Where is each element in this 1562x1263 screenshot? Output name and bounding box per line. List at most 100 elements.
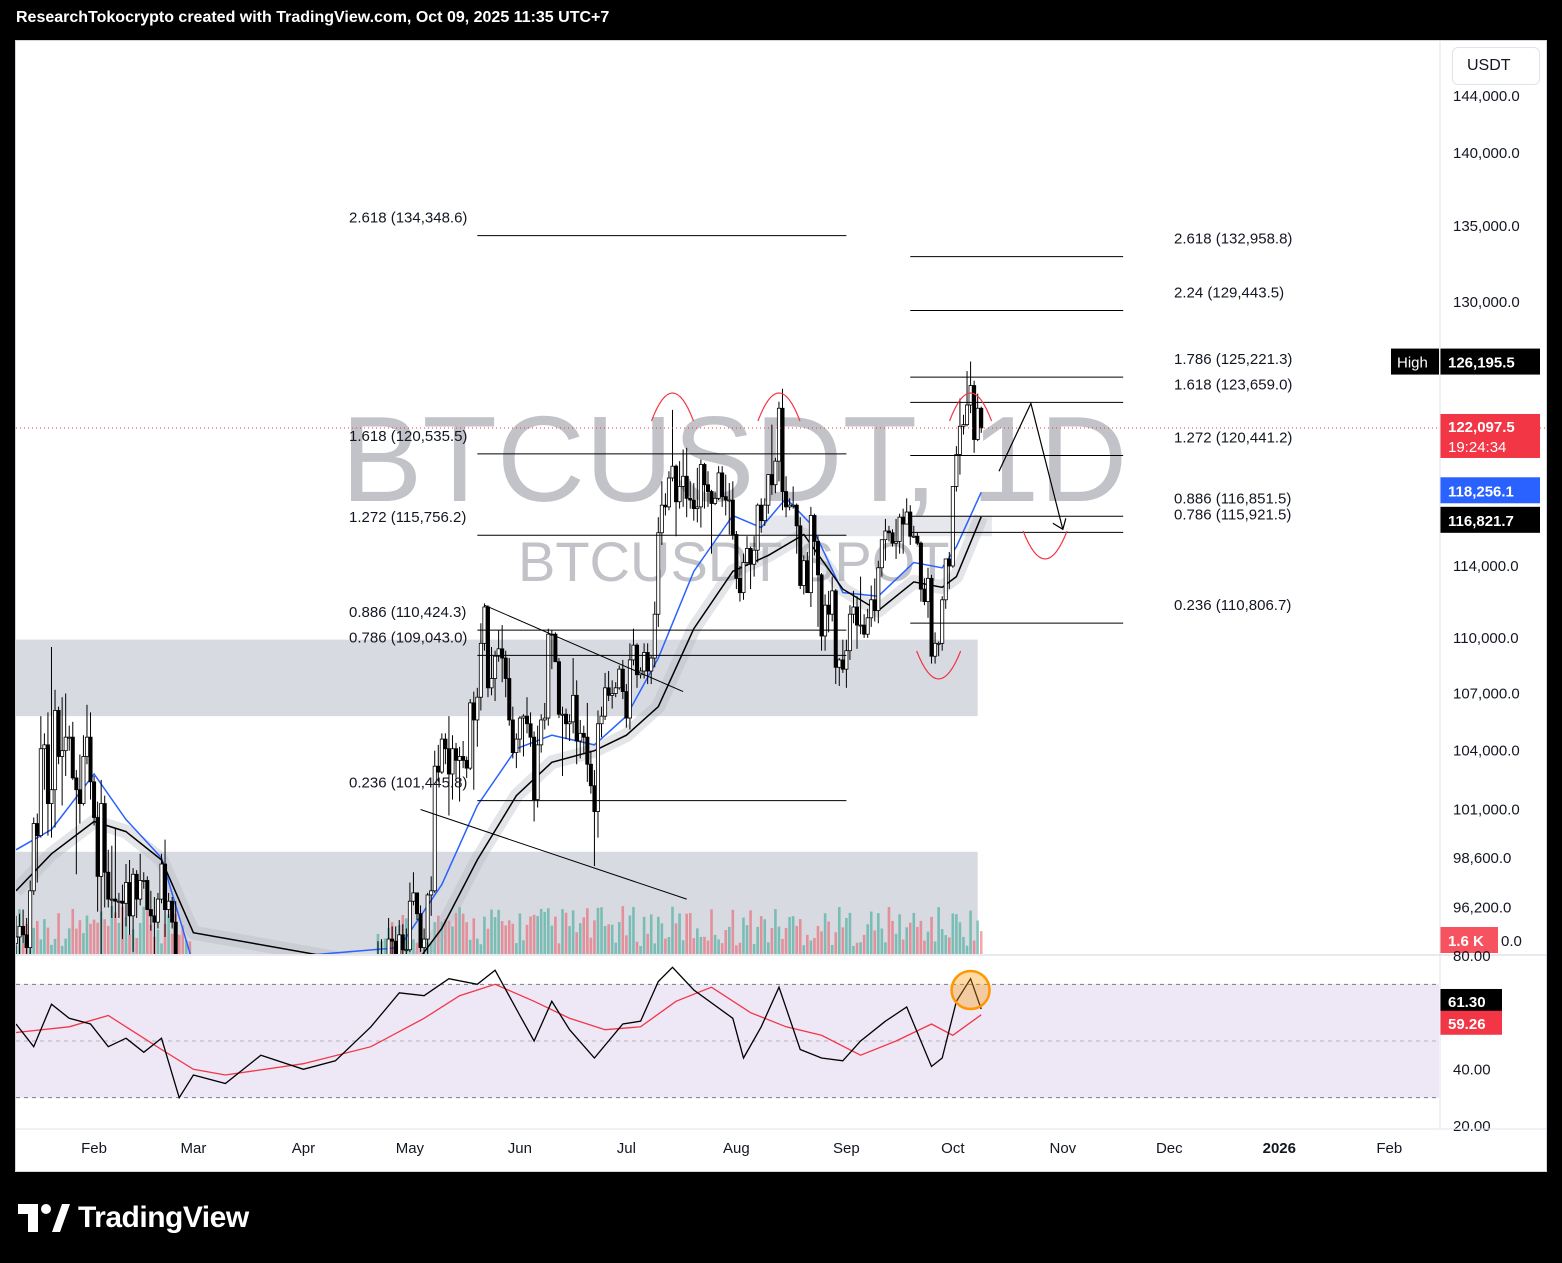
volume-bar bbox=[930, 916, 933, 954]
arc-top bbox=[650, 392, 695, 422]
volume-bar bbox=[742, 917, 745, 954]
candle-body bbox=[493, 655, 498, 679]
volume-bar bbox=[727, 926, 731, 954]
volume-bar bbox=[504, 925, 508, 954]
volume-bar bbox=[436, 915, 440, 954]
candle-body bbox=[102, 803, 107, 873]
volume-bar bbox=[614, 942, 618, 954]
volume-bar bbox=[848, 912, 852, 954]
candle-body bbox=[745, 548, 750, 563]
volume-bar bbox=[763, 919, 767, 954]
candle-body bbox=[894, 541, 899, 544]
volume-bar bbox=[653, 943, 657, 954]
candle-body bbox=[635, 644, 640, 676]
candle-body bbox=[592, 785, 597, 812]
volume-bar bbox=[678, 913, 681, 954]
candle-body bbox=[525, 715, 530, 725]
candle-body bbox=[791, 504, 796, 507]
candle-body bbox=[380, 960, 383, 966]
volume-bar bbox=[476, 938, 479, 954]
volume-bar bbox=[660, 923, 664, 954]
candle-body bbox=[833, 590, 838, 668]
volume-bar bbox=[145, 909, 149, 954]
candle-body bbox=[482, 606, 487, 644]
currency-button[interactable]: USDT bbox=[1452, 47, 1540, 85]
candle-body bbox=[713, 497, 718, 504]
candle-body bbox=[28, 890, 33, 948]
volume-bar bbox=[621, 906, 625, 954]
volume-bar bbox=[170, 933, 174, 954]
volume-bar bbox=[89, 923, 92, 954]
candle-body bbox=[152, 915, 157, 923]
candle-body bbox=[42, 744, 47, 750]
volume-bar bbox=[703, 936, 706, 954]
time-label: Jul bbox=[617, 1140, 636, 1157]
rsi-badge-value: 61.30 bbox=[1448, 994, 1486, 1011]
candle-body bbox=[826, 604, 831, 615]
candle-body bbox=[773, 460, 778, 486]
candle-body bbox=[674, 465, 679, 503]
fib-label: 2.618 (132,958.8) bbox=[1174, 231, 1292, 248]
volume-bar bbox=[962, 936, 965, 954]
volume-bar bbox=[43, 919, 46, 954]
candle-body bbox=[507, 678, 512, 721]
volume-bar bbox=[21, 943, 25, 954]
volume-bar bbox=[461, 913, 465, 954]
volume-bar bbox=[82, 933, 85, 954]
volume-bar bbox=[891, 920, 894, 954]
volume-bar bbox=[916, 926, 919, 954]
candle-body bbox=[876, 567, 881, 611]
candle-body bbox=[603, 687, 608, 717]
candle-body bbox=[929, 577, 934, 657]
candle-body bbox=[617, 668, 622, 689]
fib-label: 0.236 (110,806.7) bbox=[1174, 597, 1291, 614]
volume-bar bbox=[813, 938, 816, 954]
candle-body bbox=[652, 613, 657, 659]
candle-body bbox=[155, 898, 160, 923]
candle-body bbox=[957, 425, 962, 455]
volume-bar bbox=[770, 927, 774, 954]
volume-bar bbox=[912, 912, 916, 954]
candle-body bbox=[844, 650, 849, 670]
volume-bar bbox=[756, 926, 759, 954]
volume-bar bbox=[894, 933, 898, 954]
chart-panel[interactable]: BTCUSDT, 1D BTCUSDT SPOT 2.618 (134,348.6)… bbox=[15, 40, 1547, 1172]
tv-logo-icon bbox=[18, 1204, 70, 1232]
volume-bar bbox=[92, 919, 96, 954]
volume-bar bbox=[483, 916, 486, 954]
candle-body bbox=[606, 687, 611, 696]
trend-line bbox=[484, 604, 684, 693]
candle-body bbox=[393, 940, 398, 954]
volume-bar bbox=[57, 913, 60, 954]
volume-bar bbox=[78, 920, 82, 954]
volume-bar bbox=[908, 922, 912, 954]
volume-bar bbox=[103, 919, 107, 954]
candle-body bbox=[784, 491, 789, 508]
candle-body bbox=[454, 748, 459, 761]
volume-bar bbox=[440, 921, 444, 954]
volume-bar bbox=[720, 943, 724, 954]
candle-body bbox=[688, 497, 693, 501]
rsi-badge bbox=[1440, 988, 1502, 1013]
candle-body bbox=[837, 659, 842, 668]
volume-bar bbox=[830, 944, 834, 954]
candle-body bbox=[173, 921, 178, 954]
volume-bar bbox=[632, 907, 635, 954]
volume-bar bbox=[923, 940, 926, 954]
candle-body bbox=[776, 407, 781, 462]
candle-body bbox=[847, 613, 852, 652]
candle-body bbox=[60, 750, 65, 757]
candle-body bbox=[106, 871, 111, 900]
price-badge-ema20-value: 118,256.1 bbox=[1448, 483, 1514, 500]
volume-bar bbox=[447, 920, 451, 954]
candle-body bbox=[705, 484, 710, 492]
volume-bar bbox=[511, 923, 515, 954]
candle-body bbox=[521, 715, 526, 719]
tradingview-logo[interactable]: TradingView bbox=[18, 1200, 249, 1236]
volume-bar bbox=[557, 943, 561, 954]
header-credit: ResearchTokocrypto created with TradingV… bbox=[16, 9, 610, 26]
volume-bar bbox=[706, 940, 710, 954]
volume-bar bbox=[500, 921, 504, 954]
volume-bar bbox=[866, 924, 869, 954]
